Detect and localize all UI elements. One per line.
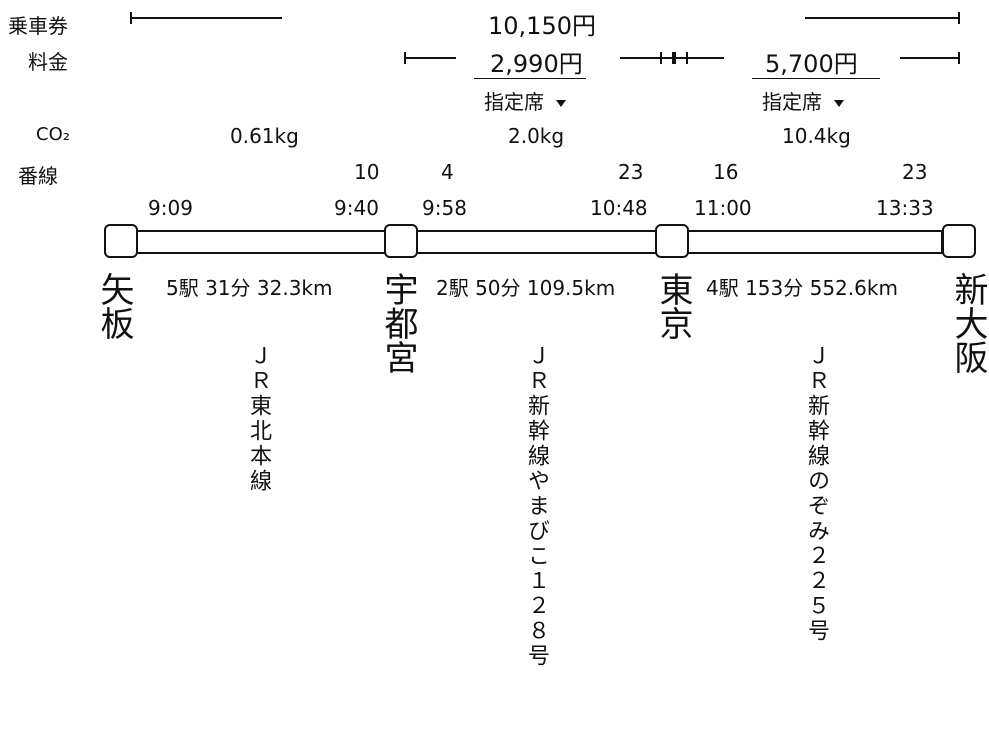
fare-segment-2-underline bbox=[474, 78, 586, 79]
chevron-down-icon bbox=[556, 100, 566, 107]
station-tokyo[interactable]: 東京 bbox=[655, 272, 691, 340]
segment-2-summary: 2駅 50分 109.5km bbox=[436, 272, 615, 301]
co2-row-label: CO₂ bbox=[36, 124, 70, 145]
fare2-line-right bbox=[900, 57, 960, 59]
fare-divider-tick bbox=[672, 52, 676, 64]
stop-node-shin-osaka[interactable] bbox=[942, 224, 976, 258]
fare-segment-2: 2,990円 bbox=[490, 44, 583, 79]
platform-arr-segment-1: 10 bbox=[354, 160, 379, 184]
platform-row-label: 番線 bbox=[18, 160, 58, 189]
seat-select-segment-2-label: 指定席 bbox=[484, 90, 544, 114]
arr-time-segment-3: 13:33 bbox=[876, 196, 934, 220]
segment-1-summary: 5駅 31分 32.3km bbox=[166, 272, 332, 301]
dep-time-segment-3: 11:00 bbox=[694, 196, 752, 220]
platform-dep-segment-3: 16 bbox=[713, 160, 738, 184]
platform-dep-segment-2: 4 bbox=[441, 160, 454, 184]
ticket-span-line-left bbox=[130, 17, 282, 19]
fare1-end-tick bbox=[660, 52, 662, 64]
line-name-segment-3[interactable]: ＪＲ新幹線のぞみ２２５号 bbox=[802, 344, 830, 644]
seat-select-segment-2[interactable]: 指定席 bbox=[484, 86, 566, 115]
line-name-segment-1[interactable]: ＪＲ東北本線 bbox=[244, 344, 272, 494]
station-utsunomiya[interactable]: 宇都宮 bbox=[380, 272, 416, 374]
platform-arr-segment-2: 23 bbox=[618, 160, 643, 184]
fare-segment-3-underline bbox=[752, 78, 880, 79]
stop-node-tokyo[interactable] bbox=[655, 224, 689, 258]
stop-node-yaita[interactable] bbox=[104, 224, 138, 258]
seat-select-segment-3-label: 指定席 bbox=[762, 90, 822, 114]
chevron-down-icon bbox=[834, 100, 844, 107]
segment-3-summary: 4駅 153分 552.6km bbox=[706, 272, 898, 301]
co2-segment-3: 10.4kg bbox=[782, 124, 851, 148]
route-timeline-bar bbox=[123, 230, 943, 254]
co2-segment-2: 2.0kg bbox=[508, 124, 564, 148]
ticket-span-end-tick bbox=[958, 12, 960, 24]
station-shin-osaka[interactable]: 新大阪 bbox=[950, 272, 986, 374]
fare-row-label: 料金 bbox=[28, 46, 68, 75]
ticket-total-fare: 10,150円 bbox=[488, 6, 596, 41]
platform-arr-segment-3: 23 bbox=[902, 160, 927, 184]
fare-segment-3: 5,700円 bbox=[765, 44, 858, 79]
arr-time-segment-2: 10:48 bbox=[590, 196, 648, 220]
fare2-start-tick bbox=[686, 52, 688, 64]
fare1-line-left bbox=[404, 57, 456, 59]
ticket-span-line-right bbox=[805, 17, 960, 19]
station-yaita[interactable]: 矢板 bbox=[96, 272, 132, 340]
dep-time-segment-1: 9:09 bbox=[148, 196, 193, 220]
line-name-segment-2[interactable]: ＪＲ新幹線やまびこ１２８号 bbox=[522, 344, 550, 669]
stop-node-utsunomiya[interactable] bbox=[384, 224, 418, 258]
dep-time-segment-2: 9:58 bbox=[422, 196, 467, 220]
fare2-end-tick bbox=[958, 52, 960, 64]
ticket-row-label: 乗車券 bbox=[8, 10, 68, 39]
arr-time-segment-1: 9:40 bbox=[334, 196, 379, 220]
seat-select-segment-3[interactable]: 指定席 bbox=[762, 86, 844, 115]
co2-segment-1: 0.61kg bbox=[230, 124, 299, 148]
